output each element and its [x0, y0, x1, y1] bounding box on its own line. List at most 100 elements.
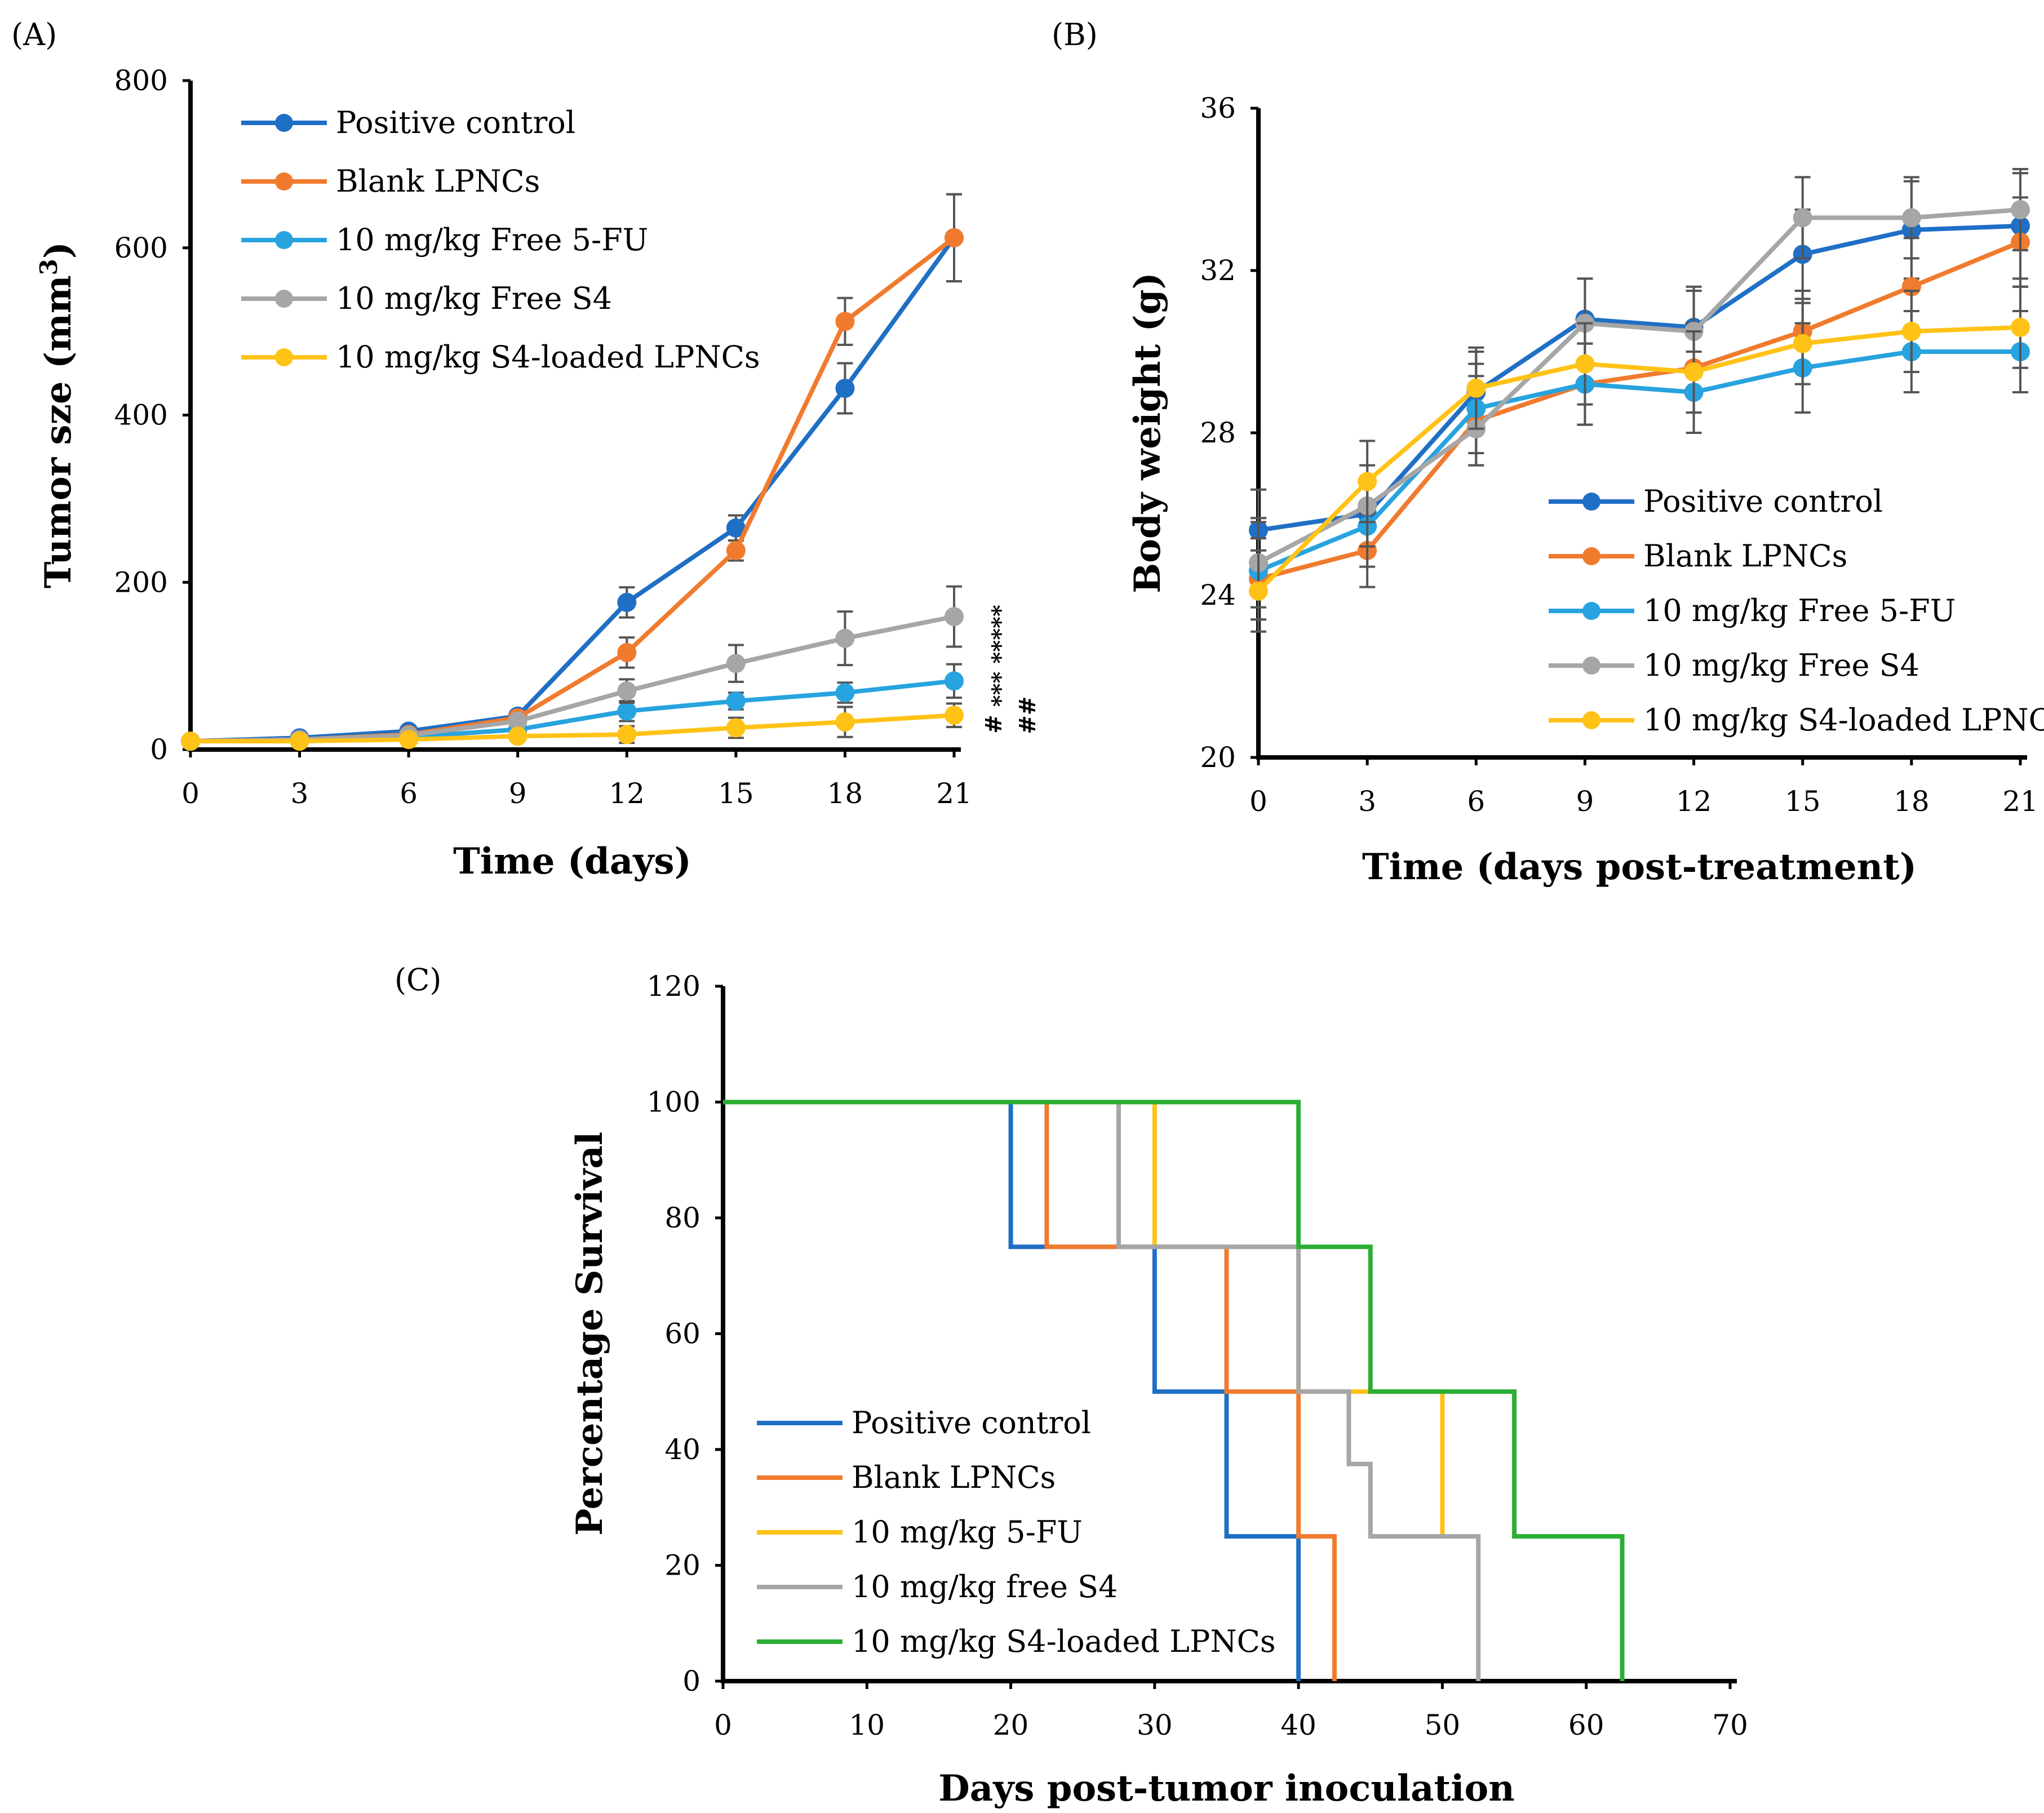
data-point — [617, 642, 637, 662]
panel-A-annotations: ***** *** # ## — [979, 605, 1040, 734]
series-line — [1257, 240, 2021, 582]
legend-entry: 10 mg/kg 5-FU — [852, 1514, 1083, 1550]
panel-B-label: (B) — [1052, 17, 1098, 52]
data-point — [1358, 472, 1377, 491]
legend-marker — [1582, 602, 1600, 620]
data-point — [835, 312, 855, 331]
data-point — [1466, 378, 1486, 398]
panel-B-x-tick-label: 0 — [1249, 785, 1267, 818]
panel-A-series-1 — [181, 193, 964, 751]
y-title-close: ) — [37, 242, 79, 259]
panel-C-survival-line-2 — [723, 1100, 1445, 1537]
panel-C-x-axis-title: Days post-tumor inoculation — [938, 1767, 1514, 1810]
data-point — [1249, 581, 1268, 601]
panel-B-legend: Positive control Blank LPNCs 10 mg/kg Free… — [1549, 484, 2044, 738]
panel-B-series-4 — [1249, 285, 2030, 633]
data-point — [1575, 354, 1595, 374]
panel-A-y-tick-label: 800 — [114, 64, 168, 97]
data-point — [1901, 322, 1921, 341]
data-point — [1793, 334, 1812, 353]
panel-C-y-tick-label: 100 — [647, 1086, 700, 1119]
panel-C-label: (C) — [394, 962, 441, 998]
legend-entry: Blank LPNCs — [336, 163, 540, 199]
data-point — [945, 607, 964, 627]
legend-entry: 10 mg/kg Free S4 — [336, 281, 612, 316]
panel-A-y-tick-label: 0 — [150, 733, 168, 766]
legend-entry: 10 mg/kg free S4 — [852, 1569, 1118, 1604]
legend-marker — [1582, 657, 1600, 675]
legend-entry: Blank LPNCs — [852, 1460, 1056, 1495]
panel-B-x-tick-label: 9 — [1576, 785, 1594, 818]
panel-B-x-tick-label: 3 — [1358, 785, 1376, 818]
significance-marker: ## — [1013, 697, 1040, 734]
panel-C-survival-line-1 — [723, 1100, 1337, 1681]
panel-C-legend: Positive control Blank LPNCs 10 mg/kg 5-FU… — [757, 1405, 1276, 1659]
data-point — [617, 681, 637, 701]
panel-B-y-axis-title: Body weight (g) — [1127, 272, 1169, 593]
panel-A-x-tick-label: 6 — [400, 777, 418, 810]
panel-B-series-1 — [1249, 196, 2030, 621]
data-point — [945, 228, 964, 247]
legend-entry: 10 mg/kg S4-loaded LPNCs — [336, 339, 760, 375]
data-point — [835, 628, 855, 648]
panel-C-survival-line-4 — [723, 1100, 1625, 1681]
legend-entry: Positive control — [336, 105, 575, 140]
series-line — [1257, 325, 2021, 593]
panel-C-x-tick-label: 50 — [1425, 1709, 1461, 1741]
series-line — [1257, 349, 2020, 573]
legend-entry: 10 mg/kg S4-loaded LPNCs — [1643, 702, 2044, 738]
panel-A-x-tick-label: 3 — [291, 777, 309, 810]
panel-A-series-0 — [181, 193, 964, 751]
panel-A-x-tick-label: 9 — [509, 777, 527, 810]
legend-entry: 10 mg/kg Free 5-FU — [1643, 593, 1956, 628]
panel-C-x-tick-label: 20 — [993, 1709, 1029, 1741]
panel-B-y-tick-label: 20 — [1200, 741, 1236, 774]
data-point — [617, 592, 637, 612]
panel-B-x-tick-label: 6 — [1467, 785, 1485, 818]
legend-marker — [275, 231, 293, 249]
data-point — [617, 725, 637, 744]
legend-entry: 10 mg/kg S4-loaded LPNCs — [852, 1624, 1276, 1659]
panel-C-x-tick-label: 30 — [1137, 1709, 1173, 1741]
legend-entry: Blank LPNCs — [1643, 538, 1847, 574]
panel-B-series — [1249, 168, 2030, 633]
panel-C-survival-line-0 — [723, 1100, 1301, 1681]
data-point — [290, 732, 309, 751]
panel-C-y-axis-title: Percentage Survival — [569, 1132, 611, 1536]
panel-C-x-tick-label: 0 — [714, 1709, 732, 1741]
data-point — [508, 726, 527, 746]
data-point — [726, 540, 746, 560]
panel-C-x-tick-label: 60 — [1568, 1709, 1604, 1741]
panel-A-x-tick-label: 21 — [936, 777, 972, 810]
panel-B-y-tick-label: 24 — [1200, 579, 1236, 611]
data-point — [945, 706, 964, 725]
series-line — [1257, 207, 2021, 565]
significance-marker: *** *** # — [979, 628, 1006, 734]
panel-C-series — [723, 1100, 1625, 1681]
data-point — [2011, 317, 2030, 337]
legend-marker — [1582, 547, 1600, 565]
data-point — [945, 671, 964, 691]
panel-A-axes: (A) 0 200 400 600 800 0 3 6 9 12 15 18 21 Time (days) T… — [11, 17, 972, 883]
data-point — [181, 732, 200, 751]
data-point — [835, 712, 855, 732]
panel-C-y-tick-label: 20 — [664, 1549, 700, 1582]
panel-C-y-tick-label: 60 — [664, 1318, 700, 1350]
panel-A-y-tick-label: 600 — [114, 232, 168, 264]
data-point — [1684, 362, 1704, 382]
y-title-main: Tumor sze (mm — [37, 275, 79, 588]
panel-A-y-tick-label: 400 — [114, 399, 168, 432]
panel-B-y-tick-label: 32 — [1200, 254, 1236, 287]
data-point — [399, 730, 419, 750]
legend-marker — [1582, 493, 1600, 511]
legend-entry: Positive control — [852, 1405, 1091, 1440]
panel-C-y-tick-label: 40 — [664, 1433, 700, 1466]
panel-B-x-tick-label: 21 — [2002, 785, 2038, 818]
data-point — [1901, 208, 1921, 228]
data-point — [617, 701, 637, 721]
panel-C-y-tick-label: 120 — [647, 970, 700, 1003]
panel-A-legend: Positive control Blank LPNCs 10 mg/kg Free… — [241, 105, 760, 375]
data-point — [2011, 200, 2030, 219]
